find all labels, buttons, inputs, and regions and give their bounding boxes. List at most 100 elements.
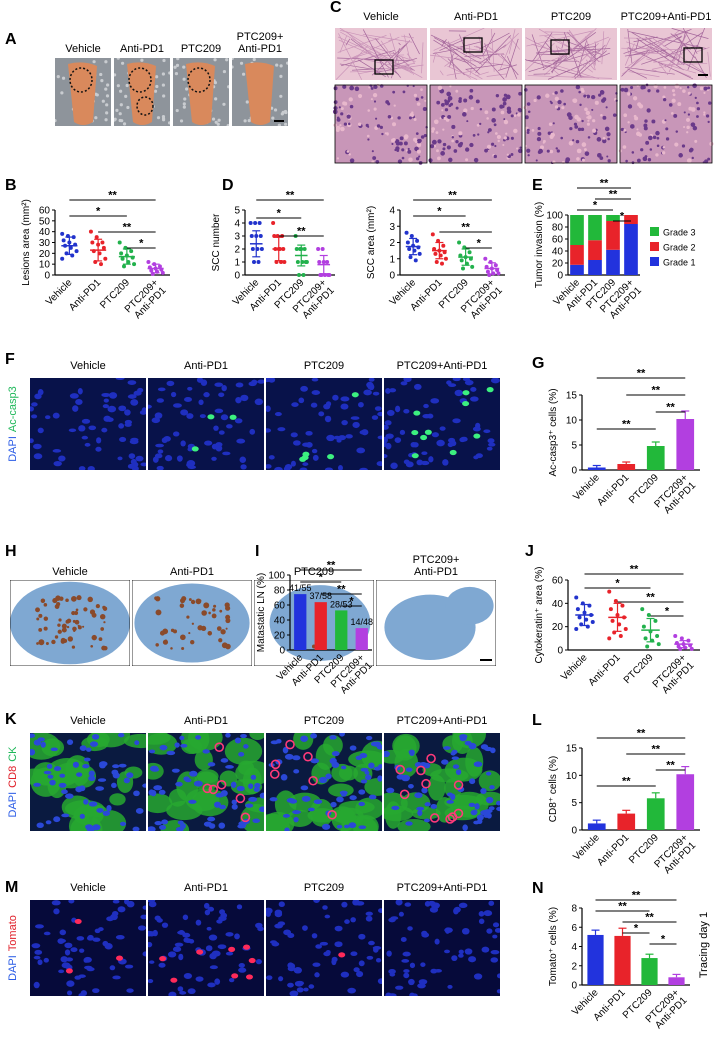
nucleus [549,149,554,154]
nucleus [207,816,216,822]
value-label: 28/53 [330,599,353,609]
nucleus [581,158,585,162]
nucleus [439,426,446,431]
nucleus [499,104,504,109]
nucleus [310,758,320,764]
nucleus [203,902,210,909]
nucleus [33,453,43,460]
nucleus [694,139,698,143]
micrograph-content [148,378,264,470]
nucleus [490,949,500,955]
data-point [302,247,307,251]
y-tick-label: 50 [39,216,51,227]
stain-name: DAPI [7,955,19,981]
y-tick-label: 60 [274,601,286,612]
mesh-dot [153,89,158,93]
image-bg [148,378,264,470]
mesh-dot [227,85,229,89]
tissue-fiber [468,43,472,65]
tissue-fiber [707,51,711,77]
mesh-dot [232,58,234,61]
nucleus [31,402,38,407]
tissue-fiber [508,29,516,54]
micrograph [173,58,229,126]
nucleus [117,733,125,738]
nucleus [183,938,193,943]
mesh-dot [271,116,275,120]
nucleus [293,769,300,774]
nucleus [349,795,357,801]
ck-stain [155,609,162,616]
nucleus [656,136,660,140]
nucleus [209,965,218,970]
nucleus [423,134,427,138]
nucleus [535,159,538,162]
nucleus [691,156,694,160]
tissue-fiber [527,75,612,79]
nucleus [283,466,291,470]
nucleus [36,822,44,829]
nucleus [415,97,419,101]
nucleus [350,951,358,957]
ck-stain [100,627,105,631]
ck-signal [397,819,431,831]
cd8-cell [426,753,436,764]
mesh-dot [182,105,186,109]
nucleus [81,418,91,424]
nucleus [694,96,697,99]
nucleus [412,85,415,88]
nucleus [400,937,407,942]
nucleus [161,922,169,928]
data-point [607,589,612,594]
nucleus [395,985,404,990]
nucleus [503,136,507,140]
nucleus [442,459,449,466]
bar [614,935,631,985]
nucleus [115,378,125,381]
ck-stain [66,625,70,629]
nucleus [421,787,428,794]
nucleus [574,125,579,129]
nucleus [402,951,411,957]
nucleus [440,151,445,156]
nucleus [377,411,382,417]
nucleus [665,127,669,131]
tissue-fiber [635,39,640,50]
tissue-fiber [430,34,482,60]
micrograph [332,28,428,165]
ck-signal [187,733,223,751]
positive-cell [196,949,204,955]
mesh-dot [100,78,104,83]
nucleus [436,149,439,153]
nucleus [420,460,430,466]
data-point [641,624,646,629]
nucleus [274,909,283,915]
nucleus [84,442,91,447]
nucleus [137,925,146,931]
data-point [613,599,618,603]
nucleus [439,117,442,120]
nucleus [101,392,111,397]
data-point [90,240,95,245]
ck-signal [384,749,404,764]
tissue-fiber [465,68,483,80]
nucleus [40,741,46,748]
nucleus [195,735,202,740]
nucleus [370,98,373,101]
nucleus [420,88,423,91]
nucleus [96,437,102,444]
image-label: Vehicle [70,882,105,894]
tissue-fiber [532,32,553,62]
nucleus [37,959,43,966]
nucleus [401,148,405,152]
y-axis-label: SCC number [211,213,222,271]
nucleus [587,115,592,120]
nucleus [573,122,578,126]
nucleus [434,969,442,973]
nucleus [269,797,278,802]
data-point [404,230,409,235]
nucleus [403,972,410,979]
ck-signal [465,746,484,777]
nucleus [475,99,480,104]
nucleus [313,900,320,903]
